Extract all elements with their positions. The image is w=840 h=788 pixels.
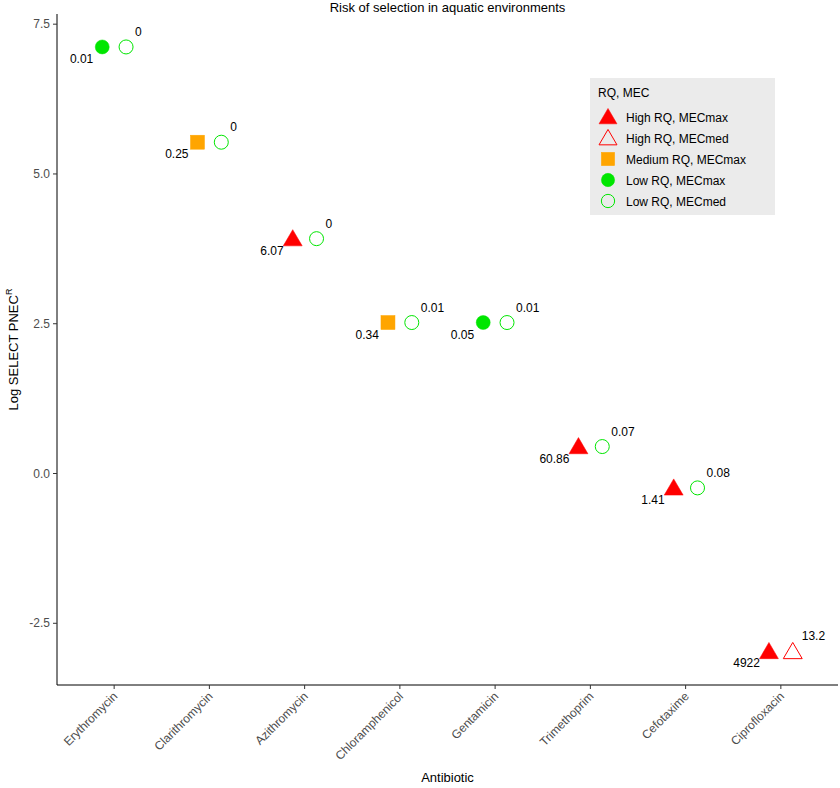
y-axis-label-text: Log SELECT PNEC <box>6 295 21 410</box>
x-tick <box>495 685 496 689</box>
point <box>476 316 490 330</box>
rq-label: 6.07 <box>260 244 284 258</box>
x-tick-label: Azithromycin <box>252 689 310 747</box>
point <box>664 479 683 495</box>
y-tick-label: -2.5 <box>29 616 50 630</box>
y-tick-label: 0.0 <box>33 467 50 481</box>
legend-label: High RQ, MECmax <box>626 111 728 125</box>
rq-label: 1.41 <box>641 493 665 507</box>
legend-label: Low RQ, MECmax <box>626 174 725 188</box>
rq-label: 0.07 <box>611 425 635 439</box>
legend-label: Low RQ, MECmed <box>626 195 726 209</box>
x-tick <box>304 685 305 689</box>
legend-title: RQ, MEC <box>598 86 650 100</box>
x-tick <box>399 685 400 689</box>
y-axis-line <box>57 14 58 685</box>
legend-marker <box>599 108 617 123</box>
y-tick-label: 2.5 <box>33 317 50 331</box>
rq-label: 0.25 <box>165 147 189 161</box>
point <box>283 230 302 246</box>
point <box>500 316 514 330</box>
rq-label: 0.34 <box>356 328 380 342</box>
y-tick-label: 5.0 <box>33 167 50 181</box>
x-tick-label: Erythromycin <box>61 689 120 748</box>
x-tick <box>114 685 115 689</box>
y-tick <box>53 173 57 174</box>
x-axis-label: Antibiotic <box>421 770 474 785</box>
point <box>190 135 204 149</box>
title: Risk of selection in aquatic environment… <box>330 0 566 15</box>
y-axis-label-sup: R <box>4 288 14 295</box>
y-axis-label: Log SELECT PNECR <box>4 288 21 410</box>
rq-label: 13.2 <box>802 629 826 643</box>
rq-label: 0 <box>326 217 333 231</box>
point <box>119 40 133 54</box>
y-tick-label: 7.5 <box>33 17 50 31</box>
legend-box <box>590 78 775 215</box>
point <box>569 438 588 454</box>
point <box>95 40 109 54</box>
rq-label: 0.01 <box>421 301 445 315</box>
rq-label: 0.01 <box>516 301 540 315</box>
rq-label: 0 <box>135 25 142 39</box>
point <box>381 316 395 330</box>
x-tick <box>685 685 686 689</box>
rq-label: 0.08 <box>707 466 731 480</box>
point <box>214 135 228 149</box>
y-tick <box>53 24 57 25</box>
rq-label: 0 <box>230 120 237 134</box>
x-tick-label: Ciprofloxacin <box>728 689 787 748</box>
x-axis-line <box>57 685 838 686</box>
point <box>310 232 324 246</box>
legend-label: High RQ, MECmed <box>626 132 729 146</box>
point <box>759 642 778 658</box>
rq-label: 60.86 <box>539 452 569 466</box>
x-tick-label: Clarithromycin <box>151 689 215 753</box>
x-tick <box>209 685 210 689</box>
point <box>405 316 419 330</box>
x-tick-label: Trimethoprim <box>537 689 597 749</box>
legend-marker <box>601 194 614 207</box>
y-tick <box>53 323 57 324</box>
point <box>595 440 609 454</box>
x-tick <box>590 685 591 689</box>
x-tick <box>780 685 781 689</box>
legend-label: Medium RQ, MECmax <box>626 153 746 167</box>
point <box>783 642 802 658</box>
chart-container: Risk of selection in aquatic environment… <box>0 0 840 788</box>
x-tick-label: Chloramphenicol <box>332 689 406 763</box>
rq-label: 0.05 <box>451 328 475 342</box>
rq-label: 4922 <box>733 656 760 670</box>
marks <box>95 40 802 659</box>
rq-label: 0.01 <box>70 52 94 66</box>
point <box>691 481 705 495</box>
x-tick-label: Gentamicin <box>448 689 501 742</box>
y-tick <box>53 473 57 474</box>
chart: Risk of selection in aquatic environment… <box>0 0 840 788</box>
y-tick <box>53 623 57 624</box>
legend-marker <box>599 129 617 144</box>
legend: RQ, MEC High RQ, MECmax High RQ, MECmed Med… <box>590 78 775 215</box>
legend-marker <box>601 152 614 165</box>
x-tick-label: Cefotaxime <box>639 689 692 742</box>
legend-marker <box>601 173 614 186</box>
data-labels: 6.07 60.86 1.41 4922 13.2 0.25 0.34 0.01 0.05 0 0 0… <box>70 25 826 670</box>
